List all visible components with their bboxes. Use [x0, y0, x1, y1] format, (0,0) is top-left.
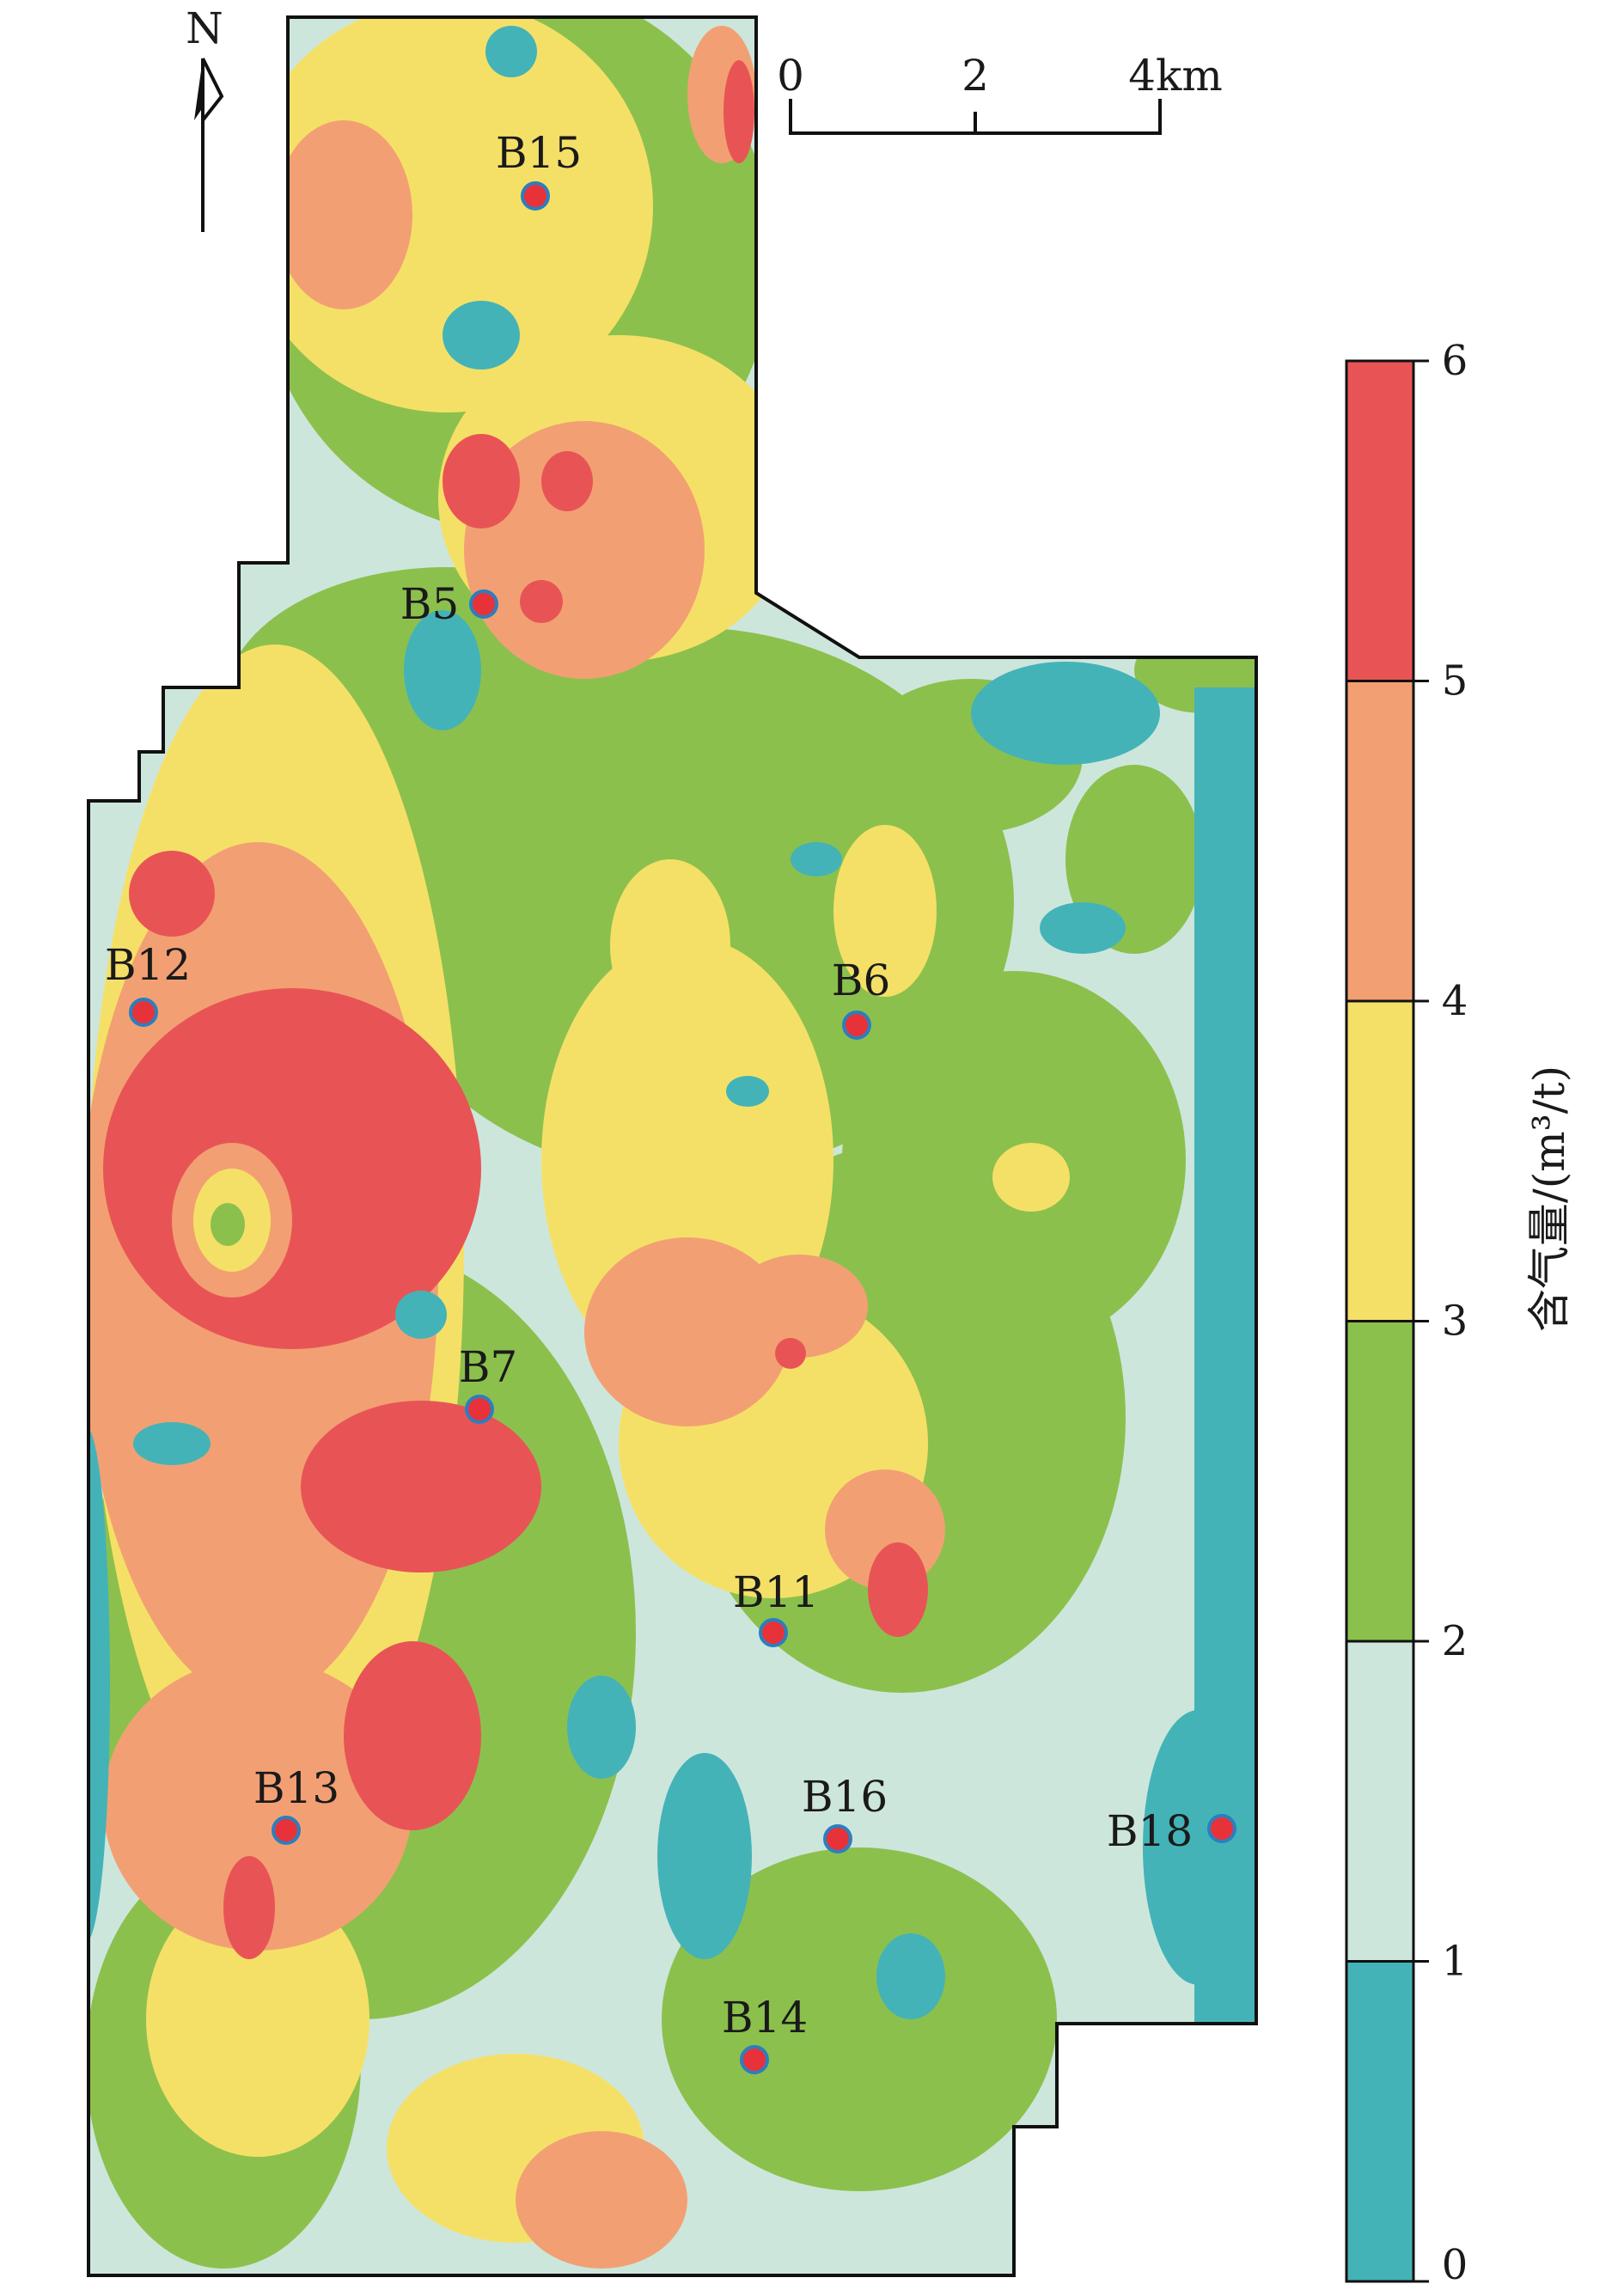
well-label-b15: B15 — [496, 128, 582, 178]
well-label-b14: B14 — [722, 1993, 808, 2043]
north-label: N — [186, 3, 223, 53]
legend-tick-label-4: 4 — [1442, 977, 1468, 1025]
north-arrow-icon — [201, 58, 224, 122]
legend-swatch-5-6 — [1345, 359, 1415, 682]
legend-tick-label-3: 3 — [1442, 1298, 1468, 1346]
legend-tick-label-6: 6 — [1442, 337, 1468, 385]
wells-layer: B15 B5 B12 B6 B7 B11 B13 B16 B18 B14 — [105, 128, 1236, 2074]
legend-swatch-1-2 — [1345, 1640, 1415, 1963]
legend-swatch-3-4 — [1345, 999, 1415, 1322]
well-label-b5: B5 — [400, 579, 460, 629]
legend-tick-label-1: 1 — [1442, 1938, 1468, 1986]
legend-swatch-4-5 — [1345, 680, 1415, 1003]
well-marker-b6 — [842, 1011, 871, 1040]
well-label-b11: B11 — [733, 1567, 819, 1617]
legend-swatch-0-1 — [1345, 1960, 1415, 2283]
well-label-b7: B7 — [459, 1342, 518, 1392]
legend-tick-label-5: 5 — [1442, 657, 1468, 705]
contour-fill — [89, 17, 1256, 2275]
legend-color-bar — [1345, 359, 1415, 2283]
legend-title: 含气量/(m³/t) — [1524, 1066, 1574, 1332]
legend-ticks: 0 1 2 3 4 5 6 — [1413, 337, 1468, 2289]
legend-tick-label-2: 2 — [1442, 1617, 1468, 1665]
well-marker-b13 — [272, 1816, 301, 1845]
well-marker-b7 — [465, 1395, 494, 1424]
well-label-b12: B12 — [105, 940, 191, 990]
study-area-outline — [87, 15, 1258, 2277]
legend-tick-label-0: 0 — [1442, 2241, 1468, 2289]
well-marker-b5 — [469, 589, 498, 619]
well-label-b18: B18 — [1107, 1806, 1193, 1856]
well-marker-b12 — [129, 998, 158, 1027]
scale-label-4km: 4km — [1128, 51, 1223, 101]
legend-swatch-2-3 — [1345, 1320, 1415, 1643]
well-label-b6: B6 — [832, 956, 891, 1005]
well-marker-b18 — [1207, 1814, 1236, 1843]
well-label-b13: B13 — [253, 1763, 339, 1813]
scale-bar: 0 2 4km — [777, 51, 1223, 135]
well-marker-b15 — [521, 181, 550, 211]
well-marker-b14 — [740, 2045, 769, 2074]
well-label-b16: B16 — [802, 1772, 888, 1822]
well-marker-b16 — [823, 1824, 852, 1853]
scale-label-2: 2 — [962, 51, 989, 101]
scale-label-0: 0 — [777, 51, 804, 101]
well-marker-b11 — [759, 1618, 788, 1647]
north-arrow: N — [186, 3, 224, 232]
